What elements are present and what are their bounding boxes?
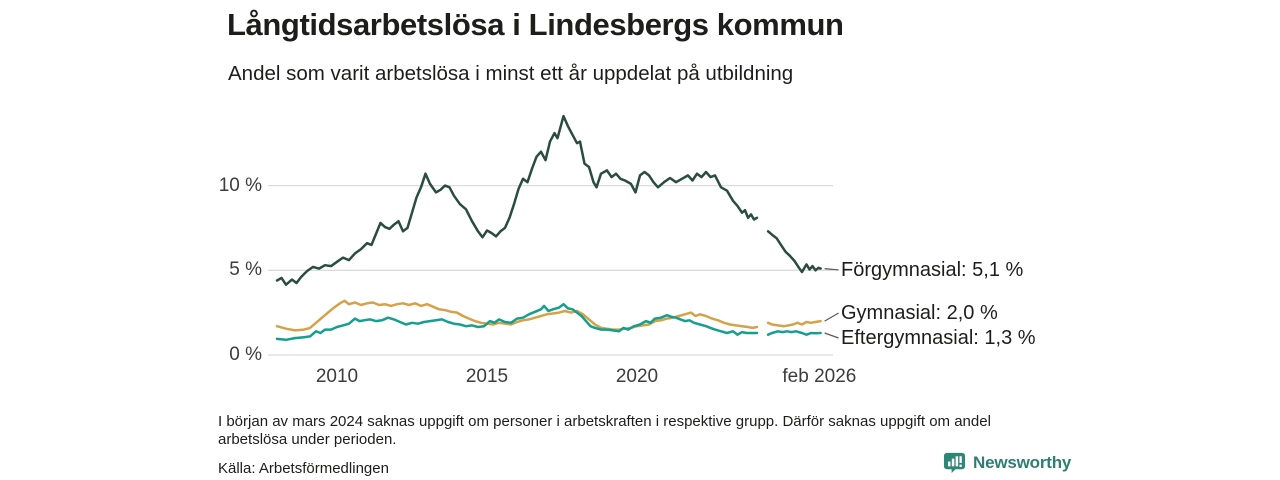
series-end-label-förgymnasial: Förgymnasial: 5,1 % bbox=[841, 259, 1024, 281]
series-end-label-gymnasial: Gymnasial: 2,0 % bbox=[841, 302, 998, 324]
series-end-label-eftergymnasial: Eftergymnasial: 1,3 % bbox=[841, 327, 1036, 349]
chart-subtitle: Andel som varit arbetslösa i minst ett å… bbox=[228, 62, 794, 85]
series-line-eftergymnasial bbox=[275, 302, 759, 342]
series-line-eftergymnasial bbox=[766, 330, 822, 336]
bar-chart-speech-bubble-icon bbox=[943, 451, 966, 474]
newsworthy-wordmark: Newsworthy bbox=[973, 452, 1072, 472]
page-title: Långtidsarbetslösa i Lindesbergs kommun bbox=[227, 7, 844, 42]
x-tick-label: 2020 bbox=[615, 366, 659, 387]
x-tick-label: feb 2026 bbox=[782, 366, 857, 387]
y-tick-label: 5 % bbox=[229, 259, 262, 281]
footnote: I början av mars 2024 saknas uppgift om … bbox=[218, 413, 991, 448]
x-tick-label: 2010 bbox=[315, 366, 359, 387]
label-connector bbox=[824, 332, 839, 339]
newsworthy-logo: Newsworthy bbox=[943, 451, 1071, 474]
y-tick-label: 0 % bbox=[229, 344, 262, 365]
series-line-gymnasial bbox=[766, 319, 822, 328]
label-connector bbox=[824, 312, 839, 322]
series-line-gymnasial bbox=[275, 299, 759, 332]
series-line-förgymnasial bbox=[275, 114, 759, 286]
series-line-förgymnasial bbox=[766, 230, 822, 274]
source-credit: Källa: Arbetsförmedlingen bbox=[218, 460, 389, 477]
y-tick-label: 10 % bbox=[218, 174, 262, 196]
label-connector bbox=[824, 268, 839, 271]
x-tick-label: 2015 bbox=[465, 366, 509, 387]
